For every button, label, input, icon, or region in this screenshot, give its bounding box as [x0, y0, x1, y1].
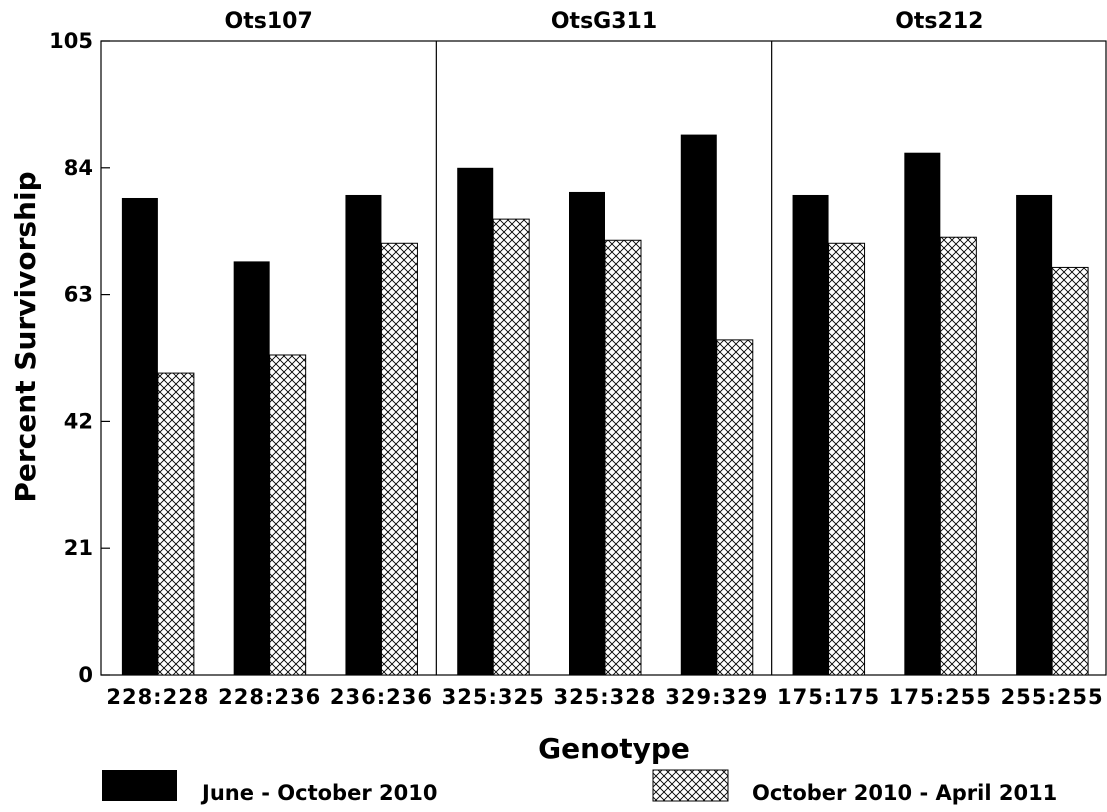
panel-title: OtsG311 [551, 9, 657, 34]
bar-series-2 [939, 236, 977, 676]
y-tick-label: 21 [64, 536, 93, 560]
x-tick-label: 175:255 [889, 685, 992, 709]
bar-series-1 [121, 197, 158, 675]
legend-swatch-series-2 [652, 769, 729, 802]
x-tick-label: 236:236 [330, 685, 433, 709]
panel-title: Ots212 [895, 9, 983, 34]
bar-series-2 [492, 218, 530, 676]
y-tick-label: 84 [64, 156, 93, 180]
x-axis-title: Genotype [538, 732, 690, 765]
bar-series-1 [1016, 194, 1053, 675]
bar-series-1 [233, 261, 270, 675]
legend: June - October 2010 October 2010 - April… [102, 769, 1057, 805]
bar-series-2 [1051, 266, 1089, 676]
bar-series-1 [457, 167, 494, 676]
legend-swatch-series-1 [102, 770, 177, 801]
bar-series-2 [269, 354, 307, 676]
y-tick-label: 0 [78, 663, 93, 687]
y-tick-label: 63 [64, 283, 93, 307]
bar-series-2 [604, 239, 642, 676]
y-tick-label: 105 [49, 29, 93, 53]
bar-series-1 [569, 191, 605, 675]
x-tick-label: 228:236 [218, 685, 321, 709]
bar-series-1 [680, 134, 717, 676]
bar-series-1 [792, 194, 829, 675]
x-tick-label: 329:329 [665, 685, 768, 709]
y-tick-label: 42 [64, 409, 93, 433]
x-tick-label: 228:228 [106, 685, 209, 709]
bar-series-2 [828, 242, 866, 676]
bar-series-2 [380, 242, 418, 676]
panel-title: Ots107 [225, 9, 313, 34]
bar-series-1 [904, 152, 941, 675]
x-tick-label: 325:325 [442, 685, 545, 709]
bar-series-2 [157, 372, 195, 676]
x-tick-label: 255:255 [1001, 685, 1104, 709]
legend-label-series-1: June - October 2010 [200, 781, 437, 805]
legend-label-series-2: October 2010 - April 2011 [752, 781, 1057, 805]
y-axis-title: Percent Survivorship [9, 171, 42, 502]
x-tick-label: 175:175 [777, 685, 880, 709]
bar-series-1 [345, 194, 382, 675]
x-tick-label: 325:328 [553, 685, 656, 709]
bar-series-2 [716, 339, 754, 676]
